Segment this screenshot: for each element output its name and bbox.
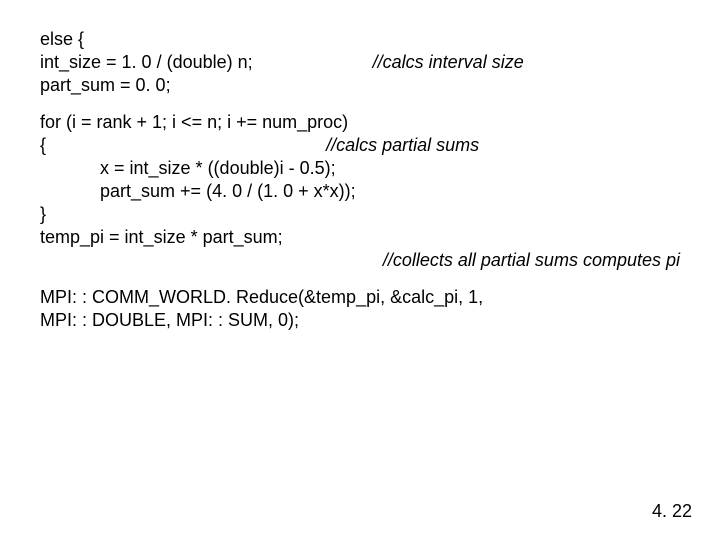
code-line: temp_pi = int_size * part_sum;: [40, 226, 680, 249]
code-line: MPI: : COMM_WORLD. Reduce(&temp_pi, &cal…: [40, 286, 680, 309]
code-line: }: [40, 203, 680, 226]
code-comment: //calcs partial sums: [326, 135, 479, 155]
code-block-2: for (i = rank + 1; i <= n; i += num_proc…: [40, 111, 680, 272]
code-line: else {: [40, 28, 680, 51]
code-comment-line: //collects all partial sums computes pi: [40, 249, 680, 272]
slide-content: else { int_size = 1. 0 / (double) n; //c…: [0, 0, 720, 332]
code-line: x = int_size * ((double)i - 0.5);: [40, 157, 680, 180]
code-block-1: else { int_size = 1. 0 / (double) n; //c…: [40, 28, 680, 97]
code-line: int_size = 1. 0 / (double) n; //calcs in…: [40, 51, 680, 74]
code-line: part_sum += (4. 0 / (1. 0 + x*x));: [40, 180, 680, 203]
page-number: 4. 22: [652, 501, 692, 522]
code-comment: //collects all partial sums computes pi: [383, 249, 680, 272]
code-text: {: [40, 135, 46, 155]
code-line: MPI: : DOUBLE, MPI: : SUM, 0);: [40, 309, 680, 332]
code-text: int_size = 1. 0 / (double) n;: [40, 52, 253, 72]
code-block-3: MPI: : COMM_WORLD. Reduce(&temp_pi, &cal…: [40, 286, 680, 332]
code-line: { //calcs partial sums: [40, 134, 680, 157]
code-comment: //calcs interval size: [373, 52, 524, 72]
code-line: part_sum = 0. 0;: [40, 74, 680, 97]
code-line: for (i = rank + 1; i <= n; i += num_proc…: [40, 111, 680, 134]
